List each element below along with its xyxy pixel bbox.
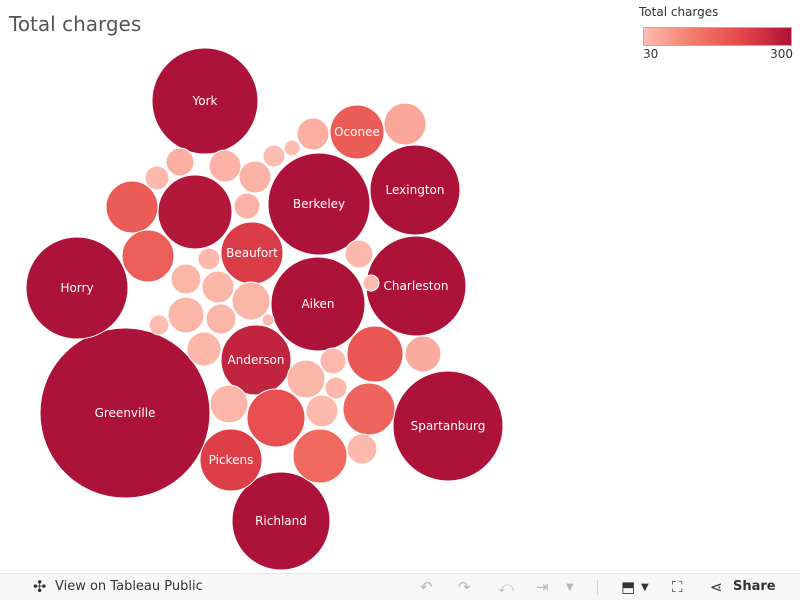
share-button[interactable]: Share [733,579,776,594]
bubble[interactable] [305,394,339,428]
bubble[interactable] [404,335,442,373]
bubble-label: Pickens [209,453,254,467]
bubble-label: Berkeley [293,197,345,211]
bubble[interactable] [201,270,235,304]
bubble[interactable] [292,428,348,484]
bubble[interactable] [362,274,380,292]
bubble-label: Lexington [386,183,445,197]
download-icon[interactable]: ⬒ [621,578,636,596]
bubble[interactable] [346,433,378,465]
bubble[interactable] [296,117,330,151]
bubble[interactable] [197,247,221,271]
redo-icon[interactable]: ↷ [458,578,471,596]
bubble[interactable] [238,160,272,194]
bubble-lexington[interactable] [369,144,461,236]
bubble[interactable] [165,147,195,177]
toolbar-divider [597,580,598,595]
refresh-dropdown-icon[interactable]: ▼ [566,582,574,593]
bubble[interactable] [286,359,326,399]
bubble-label: Aiken [301,297,334,311]
bubble[interactable] [121,229,175,283]
bubble-chart: Greenville Horry York Berkeley Lexington Char… [25,47,504,571]
bubble-pickens[interactable] [199,428,263,492]
bubble-label: Spartanburg [411,419,486,433]
bubble-aiken[interactable] [270,256,366,352]
undo-icon[interactable]: ↶ [420,578,433,596]
bubble[interactable] [342,382,396,436]
bubble-label: Anderson [228,353,285,367]
legend-gradient-bar [643,27,792,46]
bubble-label: Charleston [384,279,449,293]
bubble-label: York [192,94,218,108]
download-dropdown-icon[interactable]: ▼ [641,582,649,593]
bubble-berkeley[interactable] [267,152,371,256]
bubble[interactable] [105,180,159,234]
legend-min-label: 30 [643,47,659,61]
bubble-horry[interactable] [25,236,129,340]
bubble[interactable] [186,331,222,367]
bubble[interactable] [233,192,261,220]
tableau-toolbar: ✣ View on Tableau Public ↶ ↷ ⤺ ⇥ ▼ ⬒ ▼ ⛶… [0,573,800,600]
bubble-spartanburg[interactable] [392,370,504,482]
legend-title: Total charges [639,5,719,19]
bubble[interactable] [170,263,202,295]
bubble[interactable] [319,347,347,375]
bubble[interactable] [157,174,233,250]
bubble[interactable] [324,376,348,400]
bubble[interactable] [262,144,286,168]
bubble[interactable] [346,325,404,383]
bubble[interactable] [344,239,374,269]
fullscreen-icon[interactable]: ⛶ [672,578,683,596]
view-on-tableau-link[interactable]: View on Tableau Public [55,579,203,594]
share-icon[interactable]: ⋖ [710,578,723,596]
bubble-richland[interactable] [231,471,331,571]
bubble[interactable] [231,281,271,321]
refresh-icon[interactable]: ⇥ [536,578,549,596]
bubble-label: Horry [60,281,93,295]
bubble-york[interactable] [151,47,259,155]
bubble[interactable] [261,313,275,327]
bubble-label: Beaufort [226,246,278,260]
bubble[interactable] [383,102,427,146]
bubble-label: Oconee [334,125,380,139]
bubble[interactable] [283,139,301,157]
revert-icon[interactable]: ⤺ [498,578,515,596]
tableau-logo-icon: ✣ [33,577,47,596]
bubble[interactable] [205,303,237,335]
bubble[interactable] [167,296,205,334]
bubble-oconee[interactable] [329,104,385,160]
chart-title: Total charges [9,12,142,36]
color-legend: Total charges 30 300 [639,5,793,61]
bubble-anderson[interactable] [220,324,292,396]
bubble[interactable] [148,314,170,336]
bubble[interactable] [144,165,170,191]
bubble[interactable] [246,388,306,448]
bubble-greenville[interactable] [39,327,211,499]
legend-max-label: 300 [770,47,793,61]
bubble[interactable] [209,384,249,424]
bubble-label: Richland [255,514,307,528]
bubble-label: Greenville [95,406,156,420]
bubble[interactable] [208,149,242,183]
